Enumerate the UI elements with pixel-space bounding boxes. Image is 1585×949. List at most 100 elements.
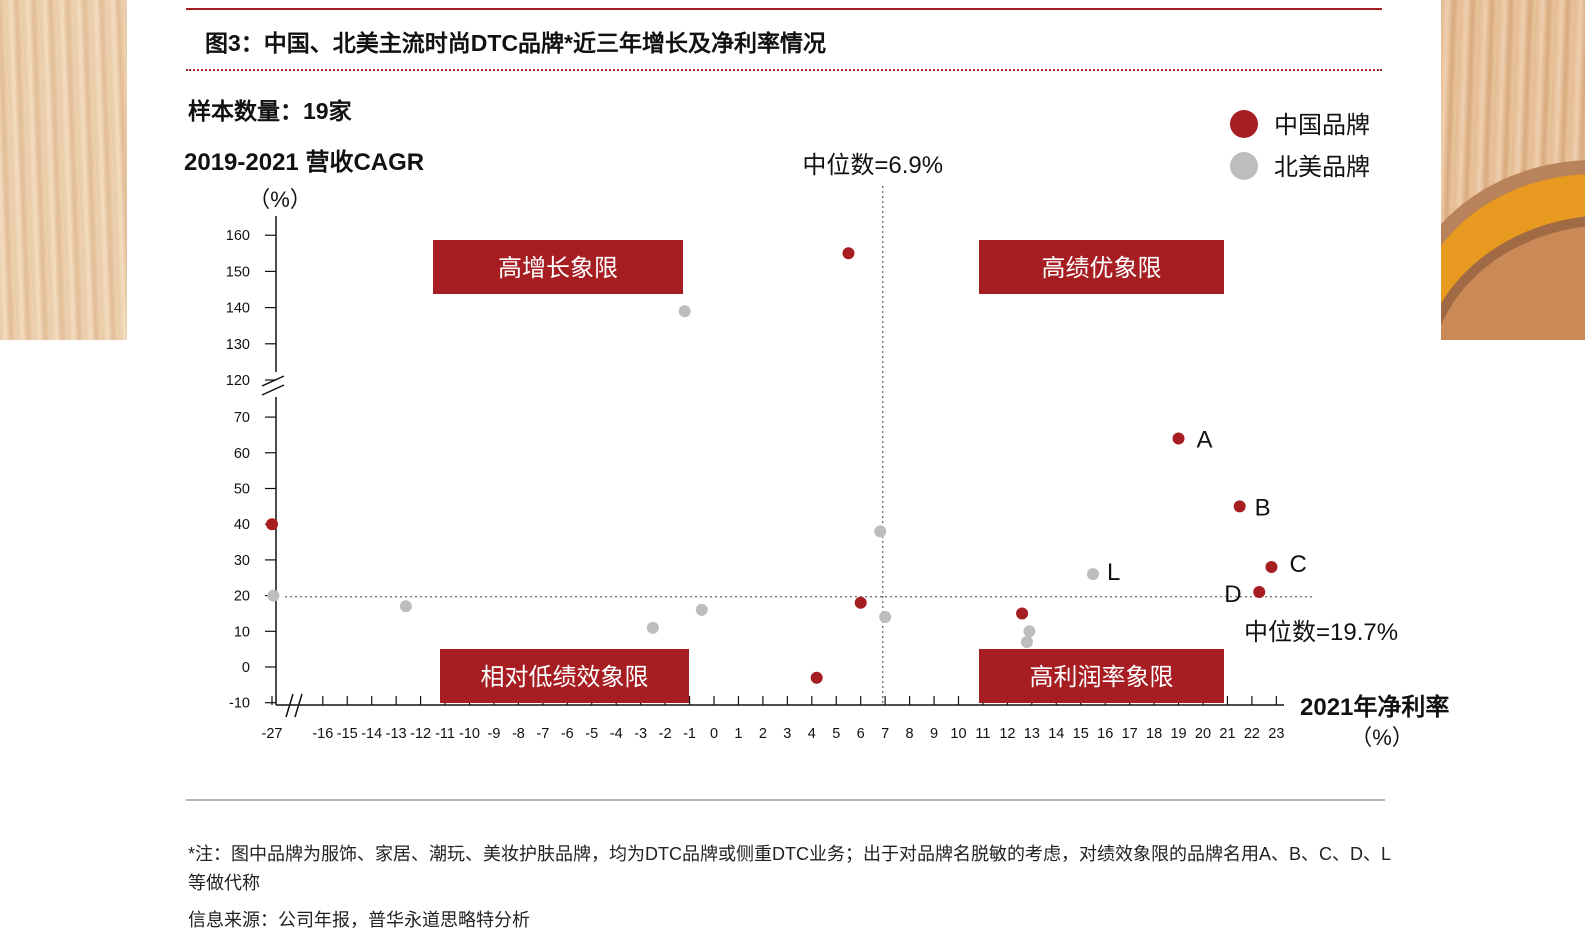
x-tick-label: 20 (1195, 726, 1211, 742)
median-y-label: 中位数=19.7% (1244, 619, 1398, 646)
north-america-brand-point (399, 600, 412, 613)
north-america-brand-point (1023, 625, 1036, 638)
point-label: B (1255, 494, 1271, 521)
x-tick-label: 22 (1244, 726, 1260, 742)
x-tick-label: -2 (659, 726, 672, 742)
x-axis-title: 2021年净利率 (1300, 693, 1449, 721)
north-america-brand-point (678, 305, 691, 318)
china-brand-point (1233, 500, 1246, 513)
x-tick-label: -3 (634, 726, 647, 742)
quadrant-box (433, 240, 683, 294)
quadrant-box (979, 649, 1224, 703)
x-tick-label: -13 (386, 726, 407, 742)
china-brand-point (1016, 607, 1029, 620)
x-tick-label: 16 (1097, 726, 1113, 742)
north-america-brand-point (879, 611, 892, 624)
title-dotted-rule (186, 69, 1382, 71)
china-brand-point (842, 247, 855, 260)
north-america-brand-point (267, 589, 280, 602)
north-america-brand-point (1086, 568, 1099, 581)
x-axis-unit: （%） (1350, 725, 1414, 750)
y-axis-title: 2019-2021 营收CAGR (184, 149, 424, 176)
x-tick-label: -15 (337, 726, 358, 742)
x-tick-label: 5 (832, 726, 840, 742)
y-tick-label: -10 (229, 696, 250, 712)
china-brand-point (1265, 561, 1278, 574)
quadrant-box (979, 240, 1224, 294)
x-tick-label: 14 (1048, 726, 1064, 742)
sample-size: 样本数量：19家 (188, 98, 352, 124)
x-tick-label: 6 (857, 726, 865, 742)
y-tick-label: 30 (234, 553, 250, 569)
y-tick-label: 60 (234, 446, 250, 462)
x-axis-break-mark (285, 693, 294, 718)
north-america-brand-point (695, 603, 708, 616)
point-label: D (1224, 581, 1241, 608)
china-brand-point (810, 671, 823, 684)
x-tick-label: 3 (783, 726, 791, 742)
x-tick-label: 9 (930, 726, 938, 742)
footnote: *注：图中品牌为服饰、家居、潮玩、美妆护肤品牌，均为DTC品牌或侧重DTC业务；… (188, 844, 1392, 893)
legend-label: 北美品牌 (1274, 154, 1370, 181)
x-tick-label: -8 (512, 726, 525, 742)
x-tick-label: -12 (410, 726, 431, 742)
quadrant-label: 高增长象限 (498, 255, 618, 282)
x-tick-label: -6 (561, 726, 574, 742)
source-line: 信息来源：公司年报，普华永道思略特分析 (188, 910, 530, 930)
x-tick-label: 0 (710, 726, 718, 742)
y-tick-label: 70 (234, 410, 250, 426)
x-tick-label: -27 (262, 726, 283, 742)
y-axis-unit: （%） (248, 187, 312, 212)
legend-marker (1230, 110, 1258, 138)
y-tick-label: 120 (226, 373, 250, 389)
legend-label: 中国品牌 (1274, 112, 1370, 139)
north-america-brand-point (646, 621, 659, 634)
x-tick-label: 15 (1073, 726, 1089, 742)
median-lines: 中位数=6.9% 中位数=19.7% (285, 152, 1398, 705)
x-tick-label: 21 (1219, 726, 1235, 742)
y-tick-label: 150 (226, 264, 250, 280)
legend-marker (1230, 152, 1258, 180)
x-tick-label: -1 (683, 726, 696, 742)
point-label: A (1197, 427, 1213, 454)
y-tick-label: 140 (226, 301, 250, 317)
top-rule (186, 8, 1382, 10)
point-label: C (1289, 551, 1306, 578)
data-points: A B C D L (266, 247, 1307, 684)
x-tick-label: 17 (1122, 726, 1138, 742)
x-tick-label: -5 (585, 726, 598, 742)
china-brand-point (854, 596, 867, 609)
x-tick-label: -11 (435, 726, 455, 742)
quadrant-label: 高绩优象限 (1042, 255, 1162, 282)
quadrant-label: 相对低绩效象限 (481, 664, 649, 691)
x-tick-label: 1 (734, 726, 742, 742)
x-tick-label: 13 (1024, 726, 1040, 742)
x-tick-label: -7 (536, 726, 549, 742)
decor-wood-left (0, 0, 127, 340)
china-brand-point (266, 518, 278, 531)
x-tick-label: 23 (1268, 726, 1284, 742)
x-tick-label: -16 (312, 726, 333, 742)
x-tick-label: 19 (1170, 726, 1186, 742)
north-america-brand-point (874, 525, 887, 538)
x-tick-label: 10 (950, 726, 966, 742)
y-tick-label: 10 (234, 624, 250, 640)
x-tick-label: 7 (881, 726, 889, 742)
x-tick-label: 12 (999, 726, 1015, 742)
decor-wood-right (1441, 0, 1585, 340)
median-x-label: 中位数=6.9% (802, 152, 943, 179)
y-tick-label: 40 (234, 517, 250, 533)
china-brand-point (1253, 586, 1266, 599)
y-tick-label: 50 (234, 482, 250, 498)
y-tick-label: 130 (226, 337, 250, 353)
y-axis-break-mark (261, 375, 285, 387)
x-tick-label: -4 (610, 726, 623, 742)
x-tick-label: -14 (361, 726, 382, 742)
y-axis-break-mark (261, 384, 285, 396)
north-america-brand-point (1020, 636, 1033, 649)
x-tick-label: -9 (487, 726, 500, 742)
